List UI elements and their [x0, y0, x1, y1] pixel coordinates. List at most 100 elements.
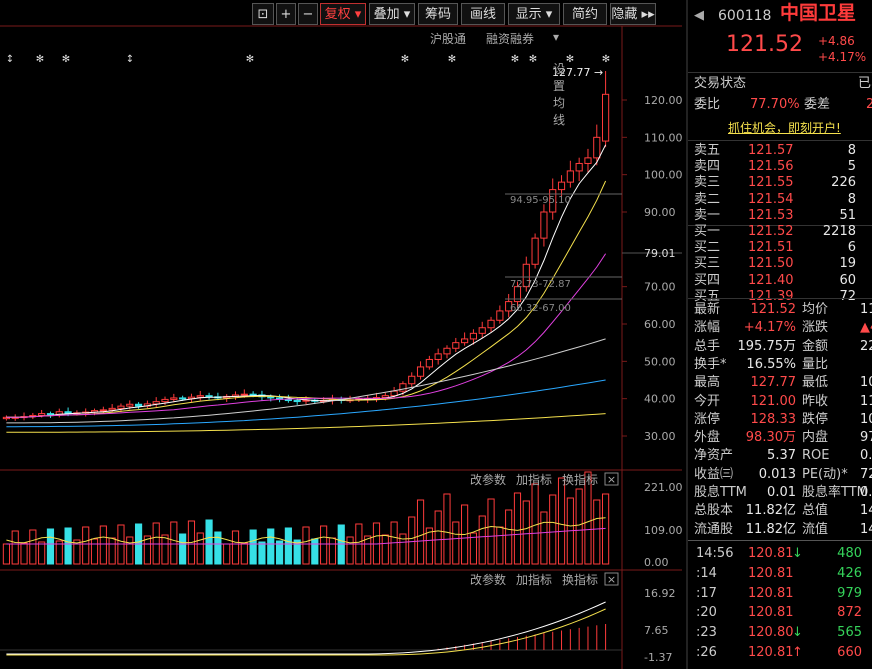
y-tick-label: 90.00 [644, 206, 676, 219]
stat-label-2: 金额 [802, 338, 829, 354]
tick-volume: 872 [837, 605, 862, 621]
level-price: 121.55 [748, 175, 794, 191]
level-price: 121.53 [748, 207, 794, 223]
level-volume: 8 [847, 191, 856, 207]
stock-name: 中国卫星 [780, 2, 857, 24]
volume-bar [82, 526, 90, 565]
ask-row: 卖四 121.56 5 [688, 159, 872, 175]
open-account-link[interactable]: 抓住机会，即刻开户! [728, 121, 841, 135]
volume-y-label: 109.00 [644, 524, 682, 537]
status-value: 已收 [858, 76, 872, 91]
level-volume: 19 [839, 256, 856, 272]
level-label: 卖三 [694, 175, 721, 191]
zoom-out-icon[interactable]: − [298, 3, 318, 25]
current-price-label: 79.01 [644, 247, 676, 260]
bid-row: 买三 121.50 19 [688, 256, 872, 272]
stat-label-2: 涨跌 [802, 320, 829, 336]
stat-value-2: 10 [860, 375, 872, 391]
event-marker-icon: ✻ [246, 54, 254, 65]
y-tick-label: 120.00 [644, 94, 682, 107]
stat-value-2: 10 [860, 411, 872, 427]
fuquan-button[interactable]: 复权 ▾ [320, 3, 366, 25]
margin-link[interactable]: 融资融券 [486, 32, 535, 46]
event-marker-icon: ✻ [529, 54, 537, 65]
stat-row: 最新 121.52 均价 11 [688, 301, 872, 319]
stat-value: 5.37 [767, 448, 796, 464]
candle [399, 383, 407, 392]
volume-bar [293, 539, 301, 565]
ask-row: 卖二 121.54 8 [688, 192, 872, 208]
bid-row: 买四 121.40 60 [688, 273, 872, 289]
stat-row: 今开 121.00 昨收 11 [688, 393, 872, 411]
hide-button[interactable]: 隐藏 ▸▸ [610, 3, 656, 25]
simple-button[interactable]: 简约 [563, 3, 607, 25]
stat-label: 涨幅 [694, 320, 721, 336]
volume-bar [267, 528, 275, 565]
stat-value: 0.01 [767, 485, 796, 500]
sub-panel-link: 换指标 [562, 572, 598, 587]
indicator-y-label: -1.37 [644, 651, 672, 664]
candle [170, 397, 178, 400]
stat-value-2: 0. [860, 448, 872, 464]
volume-bar [46, 528, 55, 565]
level-price: 121.52 [748, 224, 794, 239]
event-marker-icon: ✻ [511, 54, 519, 65]
tick-volume: 426 [837, 565, 862, 581]
hgt-link[interactable]: 沪股通 [430, 32, 467, 46]
stat-value: 11.82亿 [745, 521, 796, 537]
volume-bar [496, 526, 504, 565]
volume-bar [205, 519, 213, 565]
close-icon [604, 572, 619, 586]
candle [566, 170, 574, 183]
high-price-label: 127.77 → [552, 66, 603, 79]
lock-icon[interactable]: ⊡ [252, 3, 274, 25]
level-volume: 72 [839, 288, 856, 304]
draw-line-button[interactable]: 画线 [461, 3, 505, 25]
volume-bar [143, 535, 151, 565]
tick-volume: 480 [837, 546, 862, 561]
volume-bar [478, 515, 486, 565]
stat-value-2: 143 [860, 503, 872, 519]
ma-line [6, 180, 607, 418]
volume-bar [381, 534, 389, 565]
zoom-in-icon[interactable]: + [276, 3, 296, 25]
stat-value-2: 0. [860, 485, 872, 500]
candle [179, 397, 187, 400]
stat-value-2: 143 [860, 521, 872, 537]
tick-row: :26 120.81 ↑ 660 [688, 644, 872, 662]
stat-value: 16.55% [746, 356, 796, 372]
candle [584, 157, 592, 164]
overlay-button[interactable]: 叠加 ▾ [369, 3, 415, 25]
chips-button[interactable]: 筹码 [418, 3, 458, 25]
level-label: 卖二 [694, 191, 721, 207]
ask-row: 卖三 121.55 226 [688, 175, 872, 191]
stat-label: 涨停 [694, 411, 721, 427]
level-label: 买五 [694, 288, 721, 304]
volume-bar [161, 534, 169, 565]
volume-bar [240, 542, 248, 565]
candle [390, 390, 398, 397]
display-button[interactable]: 显示 ▾ [508, 3, 560, 25]
volume-bar [231, 530, 240, 565]
candle [602, 93, 610, 142]
weicha-label: 委差 [804, 97, 831, 112]
candle [134, 403, 143, 407]
stat-value: 195.75万 [737, 338, 797, 354]
volume-bar [557, 477, 566, 565]
stat-row: 换手* 16.55% 量比 [688, 356, 872, 374]
stat-row: 收益㈢ 0.013 PE(动)* 727 [688, 466, 872, 484]
sub-panel-link: 改参数 [470, 472, 506, 487]
tick-price: 120.80 [748, 625, 794, 641]
ma-settings-link[interactable]: 设置均线 ▾ [553, 30, 566, 127]
candle [196, 395, 204, 398]
close-icon-glyph: × [607, 473, 616, 486]
volume-bar [258, 541, 266, 565]
stat-row: 股息TTM 0.01 股息率TTM 0. [688, 484, 872, 502]
stat-label: 最高 [694, 375, 721, 391]
level-volume: 51 [839, 207, 856, 223]
ma-line [6, 338, 606, 424]
back-icon[interactable]: ◀ [694, 8, 704, 23]
kline-chart[interactable]: 120.00 110.00 100.00 90.00 70.00 60.00 50.00 40… [0, 0, 682, 669]
ma-line [6, 253, 607, 418]
